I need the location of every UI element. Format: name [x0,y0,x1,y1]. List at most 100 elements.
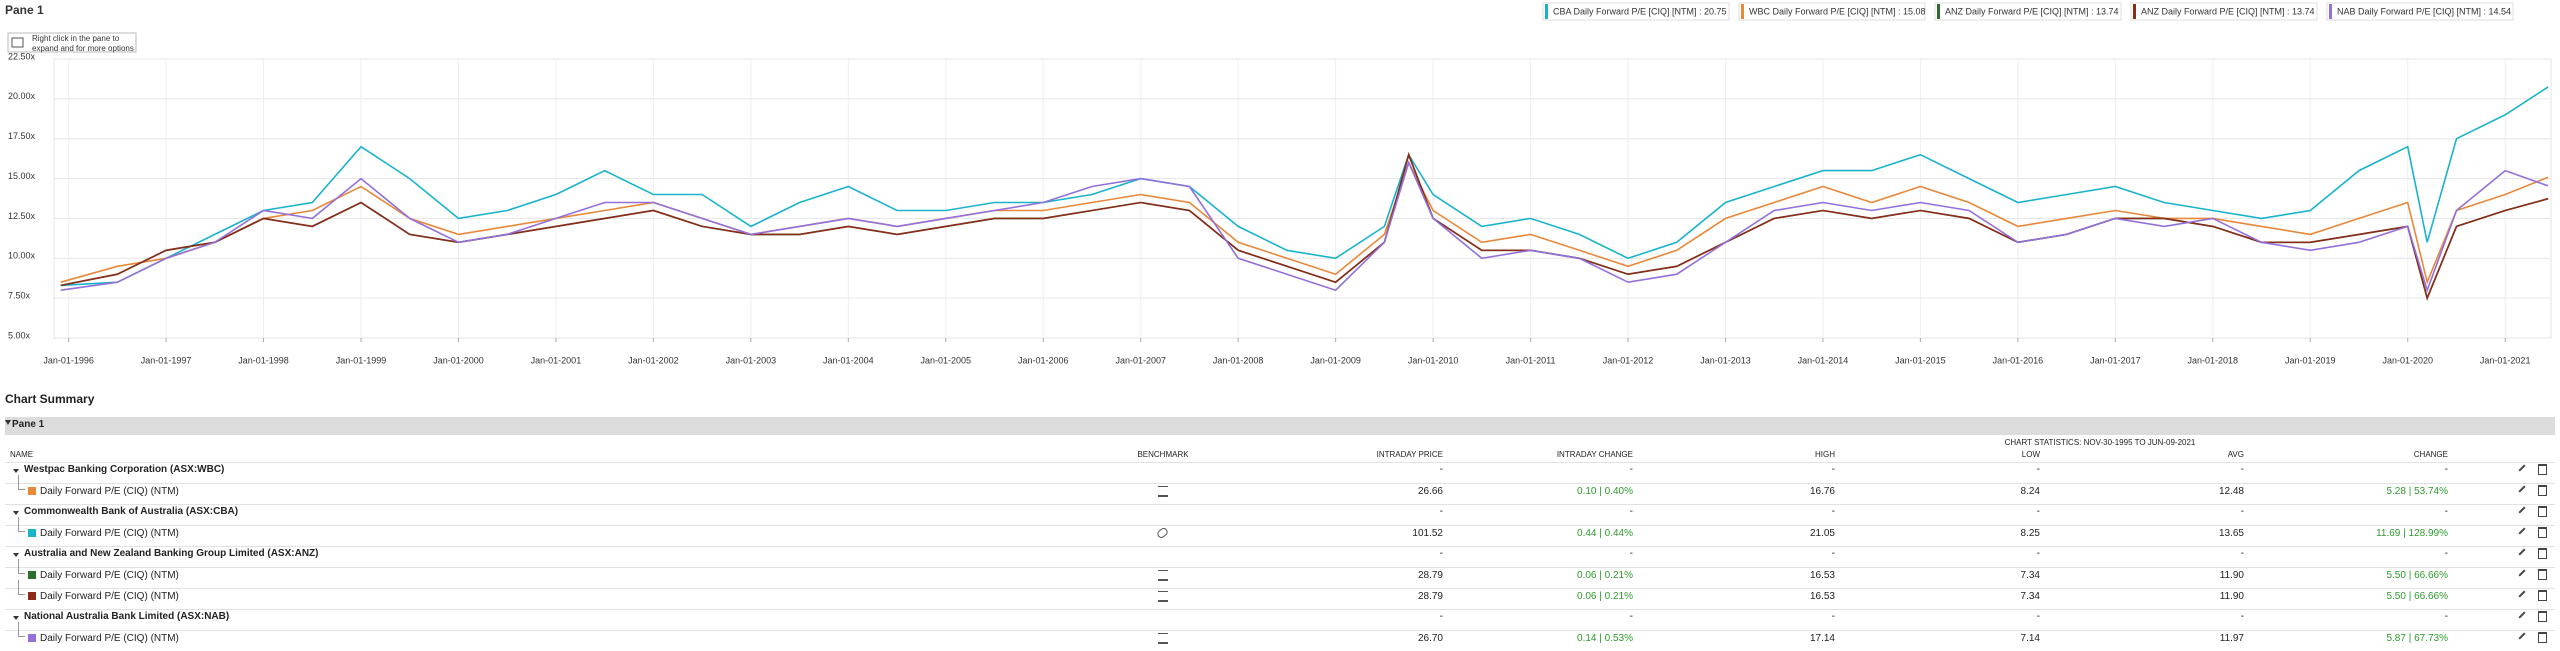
edit-icon[interactable] [2518,632,2526,640]
row-line [5,546,2555,547]
x-tick-label: Jan-01-2003 [726,355,777,365]
group-cell: - [2036,611,2040,622]
row-line [5,609,2555,610]
row-name: Daily Forward P/E (CIQ) (NTM) [40,570,179,581]
pane-label: Pane 1 [12,419,45,430]
group-cell: - [1439,464,1443,475]
plot-area [53,58,2552,339]
group-cell: - [1831,506,1835,517]
delete-icon[interactable] [2538,548,2547,559]
legend-label: ANZ Daily Forward P/E [CIQ] [NTM] : 13.7… [1945,6,2119,16]
legend-swatch [1545,4,1548,19]
x-tick-label: Jan-01-2019 [2285,355,2336,365]
col-header: HIGH [1815,450,1835,459]
series-swatch [28,634,36,642]
delete-icon[interactable] [2538,527,2547,538]
edit-icon[interactable] [2518,569,2526,577]
group-caret [13,469,19,473]
y-tick-label: 15.00x [8,171,36,181]
row-name: Daily Forward P/E (CIQ) (NTM) [40,528,179,539]
delete-icon[interactable] [2538,464,2547,475]
row-cell: 5.87 | 67.73% [2386,633,2448,644]
row-line [5,504,2555,505]
row-cell: 13.65 [2218,528,2244,539]
row-cell: 28.79 [1417,570,1443,581]
group-cell: - [2240,464,2244,475]
edit-icon[interactable] [2518,590,2526,598]
group-cell: - [1439,548,1443,559]
row-cell: 8.24 [2020,486,2040,497]
x-tick-label: Jan-01-1998 [238,355,289,365]
scale-icon [1158,486,1168,497]
y-tick-label: 20.00x [8,91,36,101]
legend-item: WBC Daily Forward P/E [CIQ] [NTM] : 15.0… [1738,2,1926,21]
delete-icon[interactable] [2538,506,2547,517]
scale-icon [1158,591,1168,602]
edit-icon[interactable] [2518,548,2526,556]
y-tick-label: 10.00x [8,251,36,261]
row-cell: 7.34 [2020,570,2040,581]
legend-swatch [2133,4,2136,19]
row-cell: 0.06 | 0.21% [1577,570,1633,581]
row-name: Daily Forward P/E (CIQ) (NTM) [40,486,179,497]
row-cell: 26.66 [1417,486,1443,497]
col-header: LOW [2021,450,2040,459]
row-cell: 5.50 | 66.66% [2386,570,2448,581]
legend-label: NAB Daily Forward P/E [CIQ] [NTM] : 14.5… [2337,6,2511,16]
row-cell: 17.14 [1809,633,1835,644]
row-cell: 16.53 [1809,591,1835,602]
row-cell: 28.79 [1417,591,1443,602]
hint-box [7,32,137,53]
series-line [60,160,2549,285]
row-line [5,588,2555,589]
x-tick-label: Jan-01-2021 [2480,355,2531,365]
x-tick-label: Jan-01-2007 [1115,355,1166,365]
y-tick-label: 22.50x [8,51,36,61]
row-cell: 12.48 [2218,486,2244,497]
delete-icon[interactable] [2538,485,2547,496]
edit-icon[interactable] [2518,506,2526,514]
group-caret [13,553,19,557]
tree-line [18,580,25,595]
group-cell: - [1629,464,1633,475]
row-cell: 16.76 [1809,486,1835,497]
edit-icon[interactable] [2518,485,2526,493]
x-tick-label: Jan-01-2011 [1506,355,1556,365]
group-cell: - [1629,506,1633,517]
row-cell: 11.90 [2219,591,2244,602]
legend-swatch [2329,4,2332,19]
col-header: AVG [2227,450,2244,459]
group-cell: - [2444,548,2448,559]
delete-icon[interactable] [2538,611,2547,622]
group-cell: - [2036,506,2040,517]
group-cell: - [1629,548,1633,559]
group-name: National Australia Bank Limited (ASX:NAB… [24,611,230,622]
x-tick-label: Jan-01-1999 [336,355,387,365]
group-cell: - [1831,548,1835,559]
series-line [60,160,2549,293]
col-header: INTRADAY PRICE [1376,450,1443,459]
delete-icon[interactable] [2538,590,2547,601]
legend-box [1542,2,1730,21]
edit-icon[interactable] [2518,527,2526,535]
x-tick-label: Jan-01-2006 [1018,355,1069,365]
x-tick-label: Jan-01-2000 [433,355,484,365]
row-cell: 11.90 [2219,570,2244,581]
delete-icon[interactable] [2538,569,2547,580]
scale-icon [1158,633,1168,644]
edit-icon[interactable] [2518,611,2526,619]
group-cell: - [1831,611,1835,622]
group-cell: - [2444,506,2448,517]
x-tick-label: Jan-01-2001 [531,355,582,365]
col-header: NAME [10,450,34,459]
tree-line [18,622,25,637]
legend-swatch [1741,4,1744,19]
series-swatch [28,487,36,495]
x-tick-label: Jan-01-2013 [1700,355,1751,365]
edit-icon[interactable] [2518,464,2526,472]
row-cell: 5.28 | 53.74% [2386,486,2448,497]
section-title: Chart Summary [5,392,95,406]
row-cell: 0.14 | 0.53% [1577,633,1633,644]
delete-icon[interactable] [2538,632,2547,643]
tree-line [18,517,25,532]
